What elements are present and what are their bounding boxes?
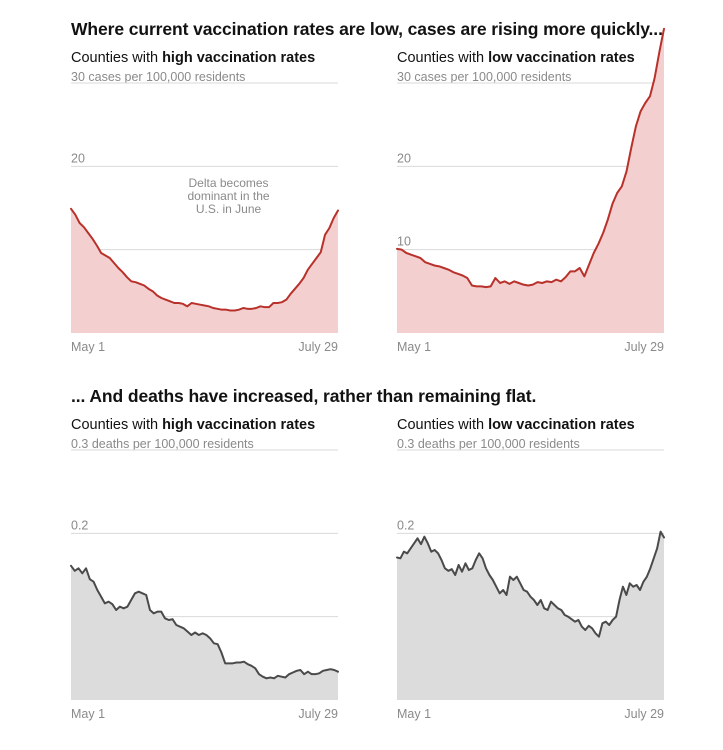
x-label-end: July 29: [624, 340, 664, 354]
y-tick-label: 20: [71, 151, 85, 165]
series-line: [70, 207, 339, 312]
deaths-section-title: ... And deaths have increased, rather th…: [71, 386, 537, 406]
area-fill: [71, 565, 338, 700]
area-fill: [397, 28, 664, 334]
x-label-start: May 1: [397, 340, 431, 354]
x-label-end: July 29: [298, 707, 338, 721]
series-line: [396, 530, 665, 638]
annotation-line: Delta becomes: [189, 176, 269, 190]
cases-high-chart: Counties with high vaccination rates 30 …: [70, 50, 343, 354]
y-tick-label: 20: [397, 151, 411, 165]
cases-low-chart: Counties with low vaccination rates 30 c…: [396, 27, 669, 354]
chart-unit-label: 0.3 deaths per 100,000 residents: [397, 437, 580, 451]
cases-section-title: Where current vaccination rates are low,…: [71, 19, 663, 39]
cases-low-plot: 10 20 May 1 July 29: [396, 27, 665, 354]
y-tick-label: 10: [397, 235, 411, 249]
chart-unit-label: 0.3 deaths per 100,000 residents: [71, 437, 254, 451]
y-tick-label: 0.2: [71, 518, 88, 532]
chart-title: Counties with low vaccination rates: [397, 417, 635, 433]
chart-title: Counties with high vaccination rates: [71, 50, 316, 66]
chart-unit-label: 30 cases per 100,000 residents: [71, 70, 246, 84]
x-label-start: May 1: [71, 707, 105, 721]
deaths-low-chart: Counties with low vaccination rates 0.3 …: [396, 417, 669, 721]
area-fill: [71, 208, 338, 333]
chart-unit-label: 30 cases per 100,000 residents: [397, 70, 572, 84]
annotation-line: U.S. in June: [196, 202, 262, 216]
deaths-high-chart: Counties with high vaccination rates 0.3…: [70, 417, 343, 721]
series-line: [70, 564, 339, 680]
area-fill: [397, 531, 664, 700]
x-label-start: May 1: [71, 340, 105, 354]
series-line: [396, 27, 665, 289]
annotation-line: dominant in the: [187, 189, 269, 203]
x-label-start: May 1: [397, 707, 431, 721]
x-label-end: July 29: [624, 707, 664, 721]
chart-title: Counties with low vaccination rates: [397, 50, 635, 66]
x-label-end: July 29: [298, 340, 338, 354]
chart-title: Counties with high vaccination rates: [71, 417, 316, 433]
y-tick-label: 0.2: [397, 518, 414, 532]
